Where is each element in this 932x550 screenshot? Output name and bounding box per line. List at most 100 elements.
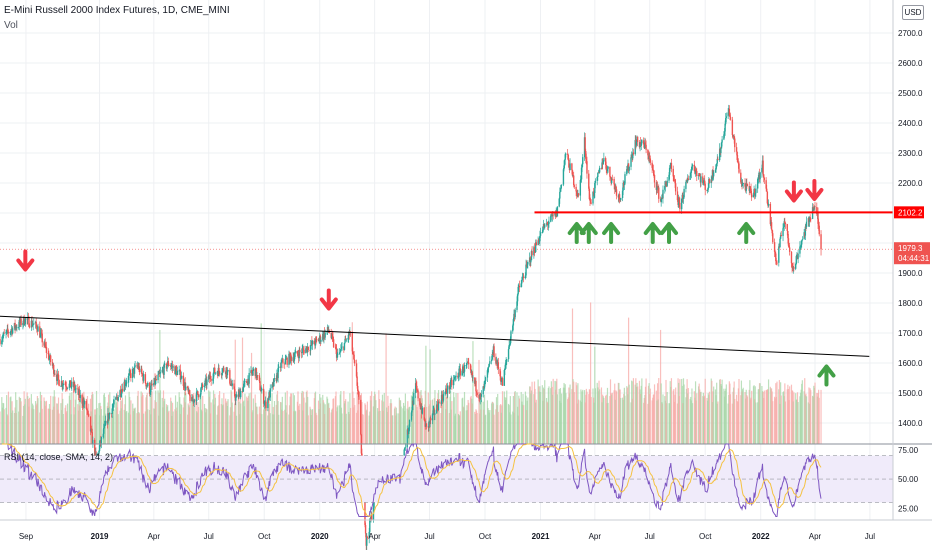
volume-bar [142, 413, 145, 444]
volume-bar [740, 380, 743, 444]
currency-badge[interactable]: USD [902, 5, 924, 20]
time-tick-label: Apr [148, 532, 161, 541]
candle-body [790, 251, 793, 264]
volume-bar [226, 405, 229, 444]
volume-bar [636, 382, 638, 444]
candle-body [119, 390, 122, 396]
volume-bar [534, 388, 536, 444]
chart-drawings[interactable] [0, 179, 893, 387]
volume-bar [288, 405, 291, 444]
volume-bar [594, 388, 597, 444]
time-tick-label: Apr [368, 532, 381, 541]
candle-body [596, 176, 598, 181]
volume-bar [399, 400, 401, 444]
candle-body [805, 221, 808, 227]
candle-body [370, 514, 373, 520]
volume-bar [66, 411, 68, 444]
candle-body [762, 160, 764, 175]
volume-bar [396, 413, 398, 444]
candle-body [592, 191, 594, 204]
candle-body [364, 490, 366, 526]
candle-body [772, 233, 774, 243]
volume-bar [567, 397, 569, 444]
volume-bar [585, 394, 587, 444]
candle-body [180, 375, 183, 379]
candle-body [51, 362, 54, 366]
volume-bar [424, 390, 426, 444]
candle-body [693, 164, 696, 171]
volume-bar [354, 405, 356, 444]
candle-body [259, 381, 261, 390]
volume-bar [225, 398, 227, 444]
candle-body [116, 396, 118, 398]
candle-body [820, 234, 822, 250]
volume-bar [385, 333, 387, 444]
volume-bar [535, 402, 537, 444]
candle-body [734, 138, 736, 148]
candle-body [765, 180, 767, 189]
volume-bar [26, 392, 28, 444]
volume-bar [12, 410, 14, 444]
candle-body [265, 401, 267, 409]
candle-body [170, 365, 173, 367]
volume-bar [382, 410, 384, 444]
volume-bar [179, 397, 181, 444]
candle-body [745, 183, 747, 191]
volume-bar [208, 390, 210, 444]
candle-body [604, 158, 607, 165]
volume-bar [440, 391, 443, 444]
volume-bar [183, 391, 186, 444]
volume-bar [265, 391, 267, 444]
volume-bar [195, 393, 197, 444]
volume-bar [77, 404, 79, 444]
candle-body [568, 160, 570, 168]
volume-bar [672, 390, 674, 444]
volume-bar [352, 391, 354, 444]
volume-bar [564, 387, 566, 444]
candle-body [715, 163, 718, 165]
candle-body [172, 366, 174, 368]
candle-body [699, 175, 701, 177]
candle-body [453, 378, 455, 380]
candle-body [738, 163, 740, 173]
volume-bar [449, 396, 451, 444]
volume-bar [555, 389, 557, 444]
volume-bar [60, 410, 63, 444]
candle-body [774, 251, 776, 254]
volume-bar [763, 398, 765, 444]
candle-body [347, 332, 350, 338]
volume-bar [598, 380, 600, 444]
volume-bar [175, 410, 177, 444]
candle-body [327, 326, 329, 331]
volume-bar [340, 407, 343, 444]
candle-body [260, 390, 262, 392]
candle-body [664, 186, 666, 190]
volume-bar [263, 409, 265, 444]
candle-body [108, 413, 110, 419]
volume-bar [322, 394, 324, 444]
volume-bar [517, 415, 519, 444]
volume-bar [467, 399, 469, 444]
volume-bar [319, 403, 321, 444]
candle-body [559, 191, 561, 199]
volume-bar [180, 403, 182, 444]
volume-bar [681, 378, 683, 444]
volume-bar [74, 399, 77, 444]
candle-body [27, 317, 29, 320]
volume-bar [455, 393, 457, 444]
candle-body [250, 370, 253, 373]
price-tick-label: 2300.0 [898, 149, 923, 158]
volume-bar [216, 414, 218, 444]
resistance-price-label: 2102.2 [898, 208, 923, 217]
volume-bar [41, 408, 43, 444]
volume-bar [369, 411, 371, 444]
volume-bar [757, 402, 759, 444]
candle-body [434, 413, 436, 415]
candle-body [243, 381, 246, 384]
volume-bar [390, 403, 393, 444]
volume-bar [670, 386, 672, 444]
volume-bar [525, 395, 527, 444]
volume-bar [514, 391, 516, 444]
candle-body [516, 301, 518, 310]
